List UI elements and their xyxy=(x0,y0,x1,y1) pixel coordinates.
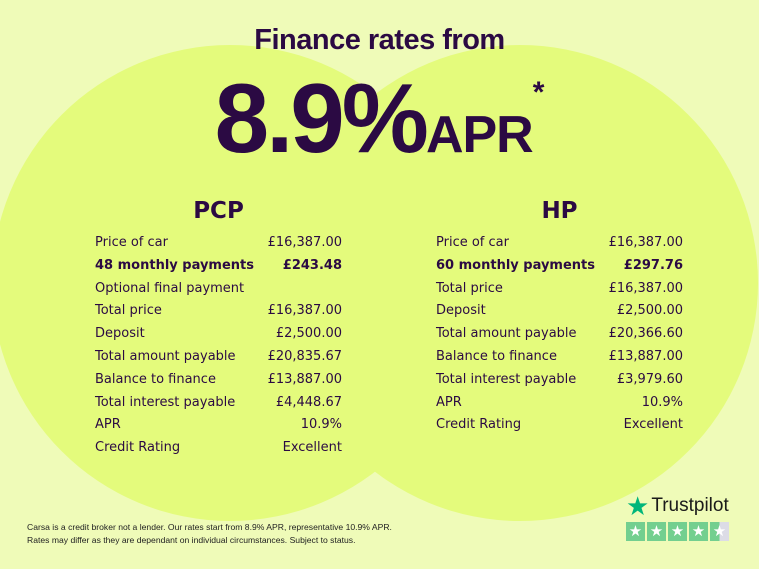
table-row: APR 10.9% xyxy=(436,392,683,415)
row-label: Credit Rating xyxy=(436,417,522,433)
row-value: £3,979.60 xyxy=(616,371,683,387)
apr-label: APR xyxy=(425,106,534,164)
row-label: Price of car xyxy=(436,235,509,250)
table-row: Optional final payment xyxy=(95,278,342,301)
star-icon: ★ xyxy=(689,522,708,541)
row-label: APR xyxy=(436,394,462,410)
plan-hp: HP Price of car £16,387.00 60 monthly paym… xyxy=(436,198,683,437)
row-value: £20,835.67 xyxy=(267,348,342,364)
row-label: Credit Rating xyxy=(95,440,181,456)
table-row: Total interest payable £4,448.67 xyxy=(95,392,342,415)
star-icon: ★ xyxy=(668,522,687,541)
table-row: 48 monthly payments £243.48 xyxy=(95,255,342,278)
row-value: £4,448.67 xyxy=(275,394,342,410)
table-row: Total price £16,387.00 xyxy=(95,300,342,323)
row-label: Total interest payable xyxy=(436,371,577,387)
rate-value: 8.9% xyxy=(214,63,429,173)
row-label: 48 monthly payments xyxy=(95,257,254,273)
table-row: Total interest payable £3,979.60 xyxy=(436,369,683,392)
table-row: Credit Rating Excellent xyxy=(95,437,342,460)
row-label: Balance to finance xyxy=(95,371,216,387)
table-row: 60 monthly payments £297.76 xyxy=(436,255,683,278)
row-value: £297.76 xyxy=(623,257,683,273)
row-label: Price of car xyxy=(95,235,168,250)
table-row: Total price £16,387.00 xyxy=(436,278,683,301)
row-label: Total interest payable xyxy=(95,394,236,410)
trustpilot-logo: ★ Trustpilot xyxy=(626,491,729,521)
trustpilot-rating: ★ ★ ★ ★ ★ xyxy=(626,522,729,541)
row-label: Optional final payment xyxy=(95,280,245,296)
rate-display: 8.9%APR* xyxy=(0,62,759,175)
row-value: £16,387.00 xyxy=(608,280,683,296)
trustpilot-brand: Trustpilot xyxy=(651,495,729,516)
row-value: £13,887.00 xyxy=(608,348,683,364)
table-row: Credit Rating Excellent xyxy=(436,414,683,437)
table-row: Price of car £16,387.00 xyxy=(95,232,342,255)
plan-title: PCP xyxy=(193,198,244,224)
trustpilot-badge: ★ Trustpilot ★ ★ ★ ★ ★ xyxy=(626,491,729,541)
plan-pcp: PCP Price of car £16,387.00 48 monthly pay… xyxy=(95,198,342,460)
star-icon: ★ xyxy=(647,522,666,541)
row-label: Balance to finance xyxy=(436,348,557,364)
row-label: Total price xyxy=(436,280,503,296)
table-row: Price of car £16,387.00 xyxy=(436,232,683,255)
star-icon: ★ xyxy=(626,522,645,541)
table-row: Total amount payable £20,835.67 xyxy=(95,346,342,369)
row-value: Excellent xyxy=(623,417,683,433)
row-label: Deposit xyxy=(95,326,145,342)
row-value: £20,366.60 xyxy=(608,326,683,342)
row-value: £2,500.00 xyxy=(275,326,342,342)
row-value: £16,387.00 xyxy=(608,235,683,250)
row-label: Total amount payable xyxy=(436,326,577,342)
table-row: Deposit £2,500.00 xyxy=(95,323,342,346)
row-value: £2,500.00 xyxy=(616,303,683,319)
row-value: 10.9% xyxy=(641,394,683,410)
row-label: Deposit xyxy=(436,303,486,319)
row-label: APR xyxy=(95,417,121,433)
star-icon: ★ xyxy=(626,491,650,521)
background-circle-right xyxy=(282,45,758,521)
table-row: Balance to finance £13,887.00 xyxy=(436,346,683,369)
row-value: 10.9% xyxy=(300,417,342,433)
row-value: £13,887.00 xyxy=(267,371,342,387)
disclaimer-line: Carsa is a credit broker not a lender. O… xyxy=(27,522,392,532)
disclaimer: Carsa is a credit broker not a lender. O… xyxy=(27,521,392,547)
row-label: Total amount payable xyxy=(95,348,236,364)
table-row: APR 10.9% xyxy=(95,414,342,437)
row-value: £16,387.00 xyxy=(267,303,342,319)
plan-title: HP xyxy=(541,198,578,224)
asterisk: * xyxy=(532,76,545,109)
table-row: Total amount payable £20,366.60 xyxy=(436,323,683,346)
star-icon: ★ xyxy=(710,522,729,541)
row-value: Excellent xyxy=(282,440,342,456)
table-row: Deposit £2,500.00 xyxy=(436,300,683,323)
disclaimer-line: Rates may differ as they are dependant o… xyxy=(27,535,356,545)
table-row: Balance to finance £13,887.00 xyxy=(95,369,342,392)
row-label: 60 monthly payments xyxy=(436,257,595,273)
row-value: £243.48 xyxy=(282,257,342,273)
row-value: £16,387.00 xyxy=(267,235,342,250)
row-label: Total price xyxy=(95,303,162,319)
headline: Finance rates from xyxy=(254,24,505,56)
